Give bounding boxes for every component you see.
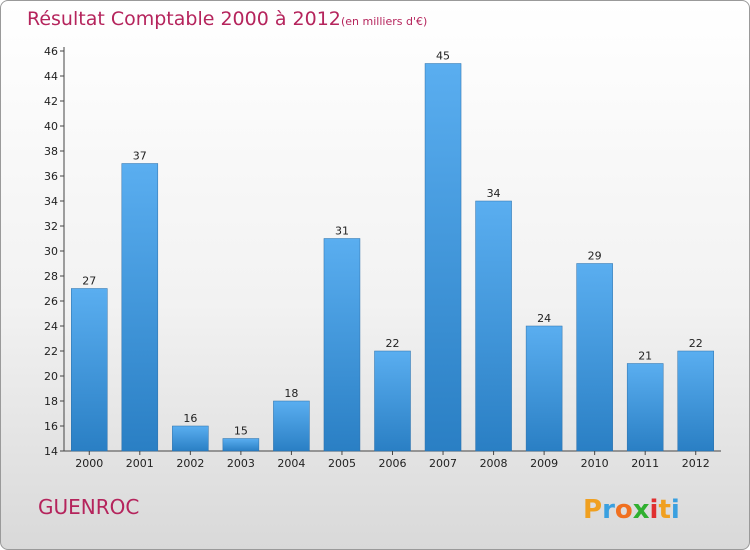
logo-letter: o — [615, 495, 633, 525]
x-tick-label: 2002 — [176, 457, 204, 470]
y-tick-label: 28 — [44, 270, 58, 283]
y-tick-label: 14 — [44, 445, 58, 458]
data-label-2005: 31 — [335, 225, 349, 238]
chart-title: Résultat Comptable 2000 à 2012 — [27, 8, 341, 30]
data-label-2001: 37 — [133, 150, 147, 163]
bar-2004 — [273, 400, 310, 452]
data-label-2006: 22 — [386, 337, 400, 350]
x-tick-label: 2012 — [682, 457, 710, 470]
x-axis-ticks: 2000 2001 2002 2003 2004 2005 2006 2007 2008 2009… — [75, 451, 710, 470]
y-tick-label: 24 — [44, 320, 58, 333]
x-tick-label: 2009 — [530, 457, 558, 470]
y-tick-label: 32 — [44, 220, 58, 233]
y-tick-label: 22 — [44, 345, 58, 358]
bar-2011 — [626, 363, 664, 452]
data-label-2000: 27 — [82, 275, 96, 288]
data-label-2009: 24 — [537, 312, 551, 325]
y-tick-label: 36 — [44, 170, 58, 183]
data-label-2012: 22 — [689, 337, 703, 350]
logo-letter: r — [602, 495, 615, 525]
x-tick-label: 2010 — [581, 457, 609, 470]
x-tick-label: 2007 — [429, 457, 457, 470]
y-tick-label: 44 — [44, 70, 58, 83]
y-tick-label: 26 — [44, 295, 58, 308]
y-tick-label: 34 — [44, 195, 58, 208]
bar-2009 — [525, 325, 563, 452]
y-tick-label: 16 — [44, 420, 58, 433]
data-label-2011: 21 — [638, 350, 652, 363]
bar-2001 — [121, 163, 159, 452]
bar-2005 — [323, 238, 361, 452]
proxiti-logo: Proxiti — [583, 495, 680, 525]
y-tick-label: 30 — [44, 245, 58, 258]
chart-subtitle: (en milliers d'€) — [341, 15, 427, 28]
y-tick-label: 40 — [44, 120, 58, 133]
logo-letter: i — [671, 495, 680, 525]
x-tick-label: 2006 — [379, 457, 407, 470]
y-tick-label: 42 — [44, 95, 58, 108]
y-tick-label: 20 — [44, 370, 58, 383]
bar-2006 — [374, 350, 411, 452]
y-tick-label: 38 — [44, 145, 58, 158]
x-tick-label: 2011 — [631, 457, 659, 470]
data-label-2002: 16 — [183, 412, 197, 425]
x-tick-label: 2008 — [480, 457, 508, 470]
bar-2003 — [222, 438, 260, 452]
y-axis-ticks: 14 16 18 20 22 24 26 28 30 32 34 36 38 40 42 44 46 — [44, 45, 64, 458]
data-label-2007: 45 — [436, 50, 450, 63]
bar-2010 — [576, 263, 613, 452]
x-tick-label: 2001 — [126, 457, 154, 470]
logo-letter: P — [583, 495, 602, 525]
data-label-2003: 15 — [234, 425, 248, 438]
logo-letter: i — [650, 495, 659, 525]
commune-name: GUENROC — [38, 495, 139, 519]
y-tick-label: 46 — [44, 45, 58, 58]
bar-2008 — [475, 200, 512, 452]
bar-2000 — [71, 288, 108, 452]
data-label-2010: 29 — [588, 250, 602, 263]
bar-2007 — [424, 63, 462, 452]
data-label-2004: 18 — [284, 387, 298, 400]
bars: 27 37 16 15 18 31 22 45 34 24 29 21 22 — [71, 50, 714, 452]
data-label-2008: 34 — [487, 187, 501, 200]
x-tick-label: 2003 — [227, 457, 255, 470]
x-tick-label: 2005 — [328, 457, 356, 470]
logo-letter: x — [633, 495, 650, 525]
bar-2002 — [172, 425, 209, 452]
logo-letter: t — [658, 495, 670, 525]
x-tick-label: 2004 — [277, 457, 305, 470]
y-tick-label: 18 — [44, 395, 58, 408]
x-tick-label: 2000 — [75, 457, 103, 470]
bar-2012 — [677, 350, 714, 452]
